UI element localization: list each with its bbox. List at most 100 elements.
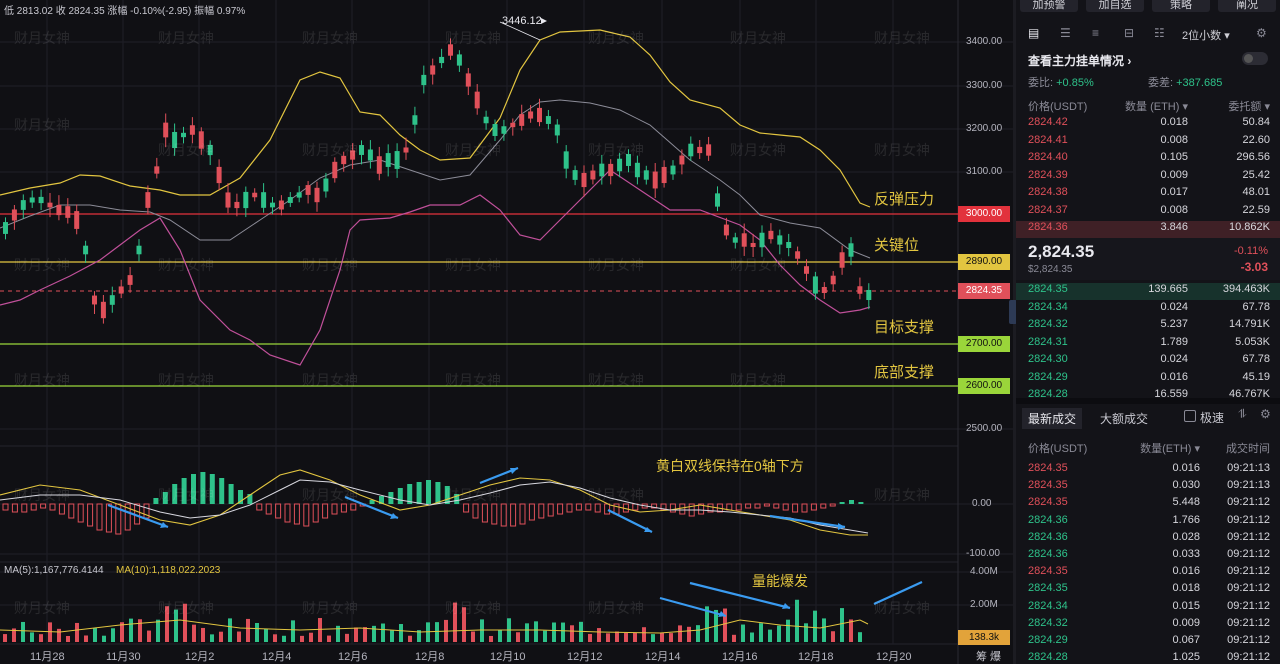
qty-cell: 16.559 (1154, 388, 1188, 400)
candle-body (207, 144, 213, 156)
settings-icon[interactable]: ⚙ (1256, 26, 1267, 40)
macd-bar (435, 482, 441, 504)
bid-row[interactable]: 2824.29 0.016 45.19 (1016, 371, 1280, 388)
trade-qty: 0.028 (1172, 530, 1200, 543)
macd-bar (849, 500, 854, 504)
volume-bar (849, 619, 853, 642)
bid-row[interactable]: 2824.28 16.559 46.767K (1016, 388, 1280, 405)
candle-body (643, 170, 649, 180)
ask-row[interactable]: 2824.37 0.008 22.59 (1016, 204, 1280, 221)
time-axis[interactable]: 11月28 11月30 12月2 12月4 12月6 12月8 12月10 12… (0, 644, 1013, 664)
layout-depth-icon[interactable]: ⊟ (1124, 26, 1135, 40)
candle-body (483, 116, 489, 124)
bid-row[interactable]: 2824.32 5.237 14.791K (1016, 318, 1280, 335)
precision-select[interactable]: 2位小数 ▾ (1182, 27, 1230, 43)
trade-row: 2824.29 0.067 09:21:12 (1016, 634, 1280, 651)
orderbook-title[interactable]: 查看主力挂单情况 › (1028, 52, 1131, 69)
candle-body (100, 301, 106, 319)
trade-row: 2824.34 0.015 09:21:12 (1016, 600, 1280, 617)
bid-row[interactable]: 2824.31 1.789 5.053K (1016, 336, 1280, 353)
macd-bar (745, 503, 752, 509)
qty-cell: 0.008 (1160, 133, 1188, 146)
panel-divider[interactable] (1013, 0, 1016, 664)
overview-button[interactable]: 阐况 (1218, 0, 1276, 12)
candle-body (715, 193, 720, 207)
macd-note-label: 黄白双线保持在0轴下方 (656, 458, 804, 474)
volume-bar (705, 606, 709, 642)
bid-row[interactable]: 2824.30 0.024 67.78 (1016, 353, 1280, 370)
candle-body (554, 124, 560, 136)
macd-bar (735, 503, 742, 511)
collapse-handle[interactable] (1009, 300, 1017, 324)
tab-latest-trades[interactable]: 最新成交 (1022, 408, 1083, 429)
ohlc-info: 低 2813.02 收 2824.35 涨幅 -0.10%(-2.95) 振幅 … (4, 6, 246, 17)
ask-row[interactable]: 2824.40 0.105 296.56 (1016, 151, 1280, 168)
weicha-value: +387.685 (1176, 77, 1223, 89)
ask-row[interactable]: 2824.42 0.018 50.84 (1016, 116, 1280, 133)
ask-row[interactable]: 2824.39 0.009 25.42 (1016, 169, 1280, 186)
filter-icon[interactable]: ⥮ (1238, 407, 1247, 421)
volume-bar (264, 628, 268, 642)
col-qty-header[interactable]: 数量 (ETH) ▾ (1125, 101, 1188, 113)
candle-body (181, 132, 186, 138)
kline-chart-area[interactable]: 低 2813.02 收 2824.35 涨幅 -0.10%(-2.95) 振幅 … (0, 0, 1013, 664)
ask-row[interactable]: 2824.36 3.846 10.862K (1016, 221, 1280, 238)
tab-large-trades[interactable]: 大额成交 (1100, 412, 1149, 426)
weibi-row: 委比: +0.85% (1028, 74, 1094, 90)
col-amount-text: 委托额 (1228, 101, 1262, 113)
layout-list-icon[interactable]: ☷ (1154, 26, 1165, 40)
bb-lower-line (0, 169, 871, 366)
amount-cell: 10.862K (1229, 221, 1270, 233)
fast-checkbox[interactable] (1184, 410, 1196, 422)
volume-bar (471, 631, 475, 642)
macd-bar (181, 478, 187, 504)
strategy-button[interactable]: 策略 (1152, 0, 1210, 12)
macd-bar (96, 503, 103, 531)
candle-body (572, 170, 578, 180)
volume-bar (606, 633, 610, 642)
add-watchlist-button[interactable]: 加自选 (1086, 0, 1144, 12)
macd-bar (219, 478, 225, 504)
bid-row[interactable]: 2824.35 139.665 394.463K (1016, 283, 1280, 300)
price-cell: 2824.37 (1028, 203, 1068, 216)
candle-body (777, 235, 783, 245)
chevron-right-icon: › (1127, 54, 1132, 68)
price-axis[interactable]: 3400.00 3300.00 3200.00 3100.00 2500.00 … (958, 0, 1013, 664)
layout-bids-icon[interactable]: ≡ (1092, 26, 1100, 40)
volume-bar (381, 623, 385, 642)
macd-bar (58, 503, 65, 515)
trade-time: 09:21:12 (1227, 634, 1270, 646)
candle-body (403, 147, 409, 153)
ask-row[interactable]: 2824.38 0.017 48.01 (1016, 186, 1280, 203)
add-alert-button[interactable]: 加预警 (1020, 0, 1078, 12)
candle-body (136, 245, 142, 255)
candle-body (697, 146, 703, 154)
trade-col-qty[interactable]: 数量(ETH) ▾ (1140, 443, 1200, 455)
macd-bar (585, 503, 592, 511)
volume-bar (291, 620, 295, 642)
macd-bar (312, 503, 319, 523)
macd-bar (500, 503, 507, 527)
trade-price: 2824.28 (1028, 651, 1068, 664)
settings-icon[interactable]: ⚙ (1260, 407, 1271, 421)
volume-bar (534, 621, 538, 642)
candle-body (581, 172, 587, 188)
macd-bar (782, 503, 789, 511)
volume-bar (831, 631, 835, 642)
bid-row[interactable]: 2824.34 0.024 67.78 (1016, 301, 1280, 318)
candle-body (608, 163, 614, 177)
layout-both-icon[interactable]: ▤ (1028, 26, 1040, 40)
macd-bar (575, 503, 582, 511)
col-amount-header[interactable]: 委托额 ▾ (1228, 101, 1270, 113)
orderbook-toggle[interactable] (1242, 52, 1268, 65)
kline-chart-canvas[interactable] (0, 0, 1013, 664)
layout-asks-icon[interactable]: ☰ (1060, 26, 1071, 40)
candle-body (270, 202, 275, 208)
trend-arrow-8 (873, 581, 923, 605)
volume-bar (552, 622, 556, 642)
ask-row[interactable]: 2824.41 0.008 22.60 (1016, 134, 1280, 151)
candle-body (385, 153, 391, 167)
price-cell: 2824.31 (1028, 335, 1068, 348)
volume-tag: 138.3k (958, 630, 1010, 645)
axis-corner-label[interactable]: 筹 爆 (976, 651, 1002, 663)
